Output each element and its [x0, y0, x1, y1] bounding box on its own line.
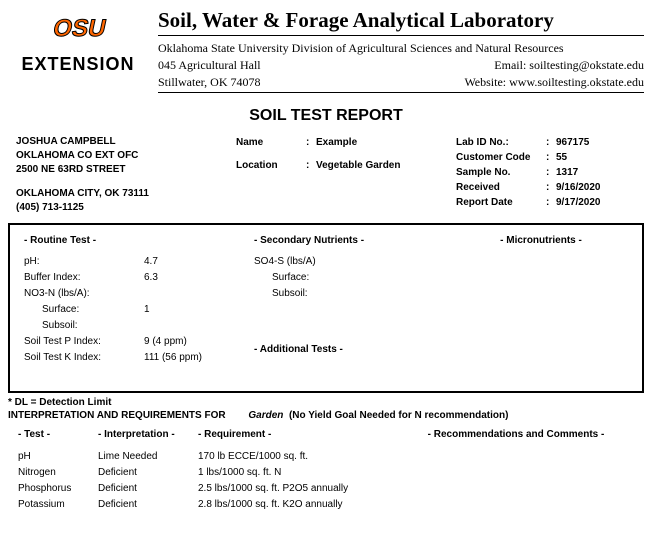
- secondary-head: - Secondary Nutrients -: [254, 235, 454, 246]
- row-interp: Deficient: [98, 497, 198, 513]
- ph-val: 4.7: [144, 254, 158, 270]
- buffer-label: Buffer Index:: [24, 270, 144, 286]
- sample-loc-val: Vegetable Garden: [316, 158, 456, 173]
- extension-text: EXTENSION: [21, 54, 134, 75]
- row-test: pH: [18, 449, 98, 465]
- p-label: Soil Test P Index:: [24, 334, 144, 350]
- no3-label: NO3-N (lbs/A):: [24, 286, 144, 302]
- lab-website: Website: www.soiltesting.okstate.edu: [464, 74, 644, 91]
- row-req: 2.8 lbs/1000 sq. ft. K2O annually: [198, 497, 398, 513]
- osu-logo: OSU: [38, 8, 118, 48]
- submitter-street: 2500 NE 63RD STREET: [16, 163, 226, 177]
- submitter-phone: (405) 713-1125: [16, 201, 226, 215]
- lab-division: Oklahoma State University Division of Ag…: [158, 40, 644, 57]
- lab-address: Oklahoma State University Division of Ag…: [158, 40, 644, 90]
- buffer-val: 6.3: [144, 270, 158, 286]
- row-rec: [398, 465, 634, 481]
- row-test: Potassium: [18, 497, 98, 513]
- submitter-block: JOSHUA CAMPBELL OKLAHOMA CO EXT OFC 2500…: [16, 135, 226, 215]
- interp-header: INTERPRETATION AND REQUIREMENTS FOR Gard…: [8, 410, 644, 421]
- surface-label: Surface:: [24, 302, 144, 318]
- interp-context-note: (No Yield Goal Needed for N recommendati…: [289, 410, 508, 421]
- lab-addr2: Stillwater, OK 74078: [158, 74, 261, 91]
- lab-header: Soil, Water & Forage Analytical Laborato…: [158, 8, 644, 101]
- report-title: SOIL TEST REPORT: [8, 107, 644, 125]
- sample-loc-label: Location: [236, 158, 306, 173]
- sec-surface-label: Surface:: [254, 270, 374, 286]
- micro-head: - Micronutrients -: [454, 235, 628, 246]
- sample-name-label: Name: [236, 135, 306, 150]
- labid-label: Lab ID No.:: [456, 135, 546, 150]
- submitter-org: OKLAHOMA CO EXT OFC: [16, 149, 226, 163]
- interp-row: NitrogenDeficient1 lbs/1000 sq. ft. N: [18, 465, 634, 481]
- col-interp: - Interpretation -: [98, 427, 198, 443]
- k-label: Soil Test K Index:: [24, 350, 144, 366]
- interp-prefix: INTERPRETATION AND REQUIREMENTS FOR: [8, 410, 226, 421]
- report-val: 9/17/2020: [556, 195, 601, 210]
- submitter-city: OKLAHOMA CITY, OK 73111: [16, 187, 226, 201]
- results-box: - Routine Test - pH:4.7 Buffer Index:6.3…: [8, 223, 644, 393]
- recv-label: Received: [456, 180, 546, 195]
- row-interp: Deficient: [98, 465, 198, 481]
- cust-val: 55: [556, 150, 567, 165]
- row-interp: Lime Needed: [98, 449, 198, 465]
- sampleno-label: Sample No.: [456, 165, 546, 180]
- sample-block: Name : Example Location : Vegetable Gard…: [226, 135, 456, 215]
- row-rec: [398, 497, 634, 513]
- col-req: - Requirement -: [198, 427, 398, 443]
- row-test: Phosphorus: [18, 481, 98, 497]
- micro-col: - Micronutrients -: [454, 235, 628, 366]
- labid-val: 967175: [556, 135, 589, 150]
- so4-label: SO4-S (lbs/A): [254, 254, 374, 270]
- logo-column: OSU EXTENSION: [8, 8, 148, 75]
- interp-row: pHLime Needed170 lb ECCE/1000 sq. ft.: [18, 449, 634, 465]
- interp-body: pHLime Needed170 lb ECCE/1000 sq. ft.Nit…: [18, 449, 634, 513]
- row-req: 170 lb ECCE/1000 sq. ft.: [198, 449, 398, 465]
- surface-val: 1: [144, 302, 150, 318]
- sampleno-val: 1317: [556, 165, 578, 180]
- additional-head: - Additional Tests -: [254, 344, 454, 355]
- labinfo-block: Lab ID No.::967175 Customer Code:55 Samp…: [456, 135, 636, 215]
- sample-name-val: Example: [316, 135, 456, 150]
- interp-table: - Test - - Interpretation - - Requiremen…: [8, 427, 644, 513]
- row-rec: [398, 481, 634, 497]
- recv-val: 9/16/2020: [556, 180, 601, 195]
- divider-line: [158, 92, 644, 93]
- colon: :: [306, 135, 316, 150]
- ph-label: pH:: [24, 254, 144, 270]
- dl-note: * DL = Detection Limit: [8, 397, 644, 408]
- sec-subsoil-label: Subsoil:: [254, 286, 374, 302]
- colon: :: [306, 158, 316, 173]
- interp-row: PhosphorusDeficient2.5 lbs/1000 sq. ft. …: [18, 481, 634, 497]
- row-req: 2.5 lbs/1000 sq. ft. P2O5 annually: [198, 481, 398, 497]
- row-interp: Deficient: [98, 481, 198, 497]
- svg-text:OSU: OSU: [51, 15, 109, 42]
- header-row: OSU EXTENSION Soil, Water & Forage Analy…: [8, 8, 644, 101]
- lab-email: Email: soiltesting@okstate.edu: [494, 57, 644, 74]
- routine-col: - Routine Test - pH:4.7 Buffer Index:6.3…: [24, 235, 254, 366]
- row-req: 1 lbs/1000 sq. ft. N: [198, 465, 398, 481]
- lab-addr1: 045 Agricultural Hall: [158, 57, 261, 74]
- interp-context: Garden: [248, 410, 283, 421]
- cust-label: Customer Code: [456, 150, 546, 165]
- col-test: - Test -: [18, 427, 98, 443]
- report-label: Report Date: [456, 195, 546, 210]
- submitter-name: JOSHUA CAMPBELL: [16, 135, 226, 149]
- interp-row: PotassiumDeficient2.8 lbs/1000 sq. ft. K…: [18, 497, 634, 513]
- p-val: 9 (4 ppm): [144, 334, 187, 350]
- subsoil-label: Subsoil:: [24, 318, 144, 334]
- row-test: Nitrogen: [18, 465, 98, 481]
- routine-head: - Routine Test -: [24, 235, 254, 246]
- secondary-col: - Secondary Nutrients - SO4-S (lbs/A) Su…: [254, 235, 454, 366]
- k-val: 111 (56 ppm): [144, 350, 202, 366]
- row-rec: [398, 449, 634, 465]
- lab-title: Soil, Water & Forage Analytical Laborato…: [158, 8, 644, 36]
- info-row: JOSHUA CAMPBELL OKLAHOMA CO EXT OFC 2500…: [8, 135, 644, 215]
- col-rec: - Recommendations and Comments -: [398, 427, 634, 443]
